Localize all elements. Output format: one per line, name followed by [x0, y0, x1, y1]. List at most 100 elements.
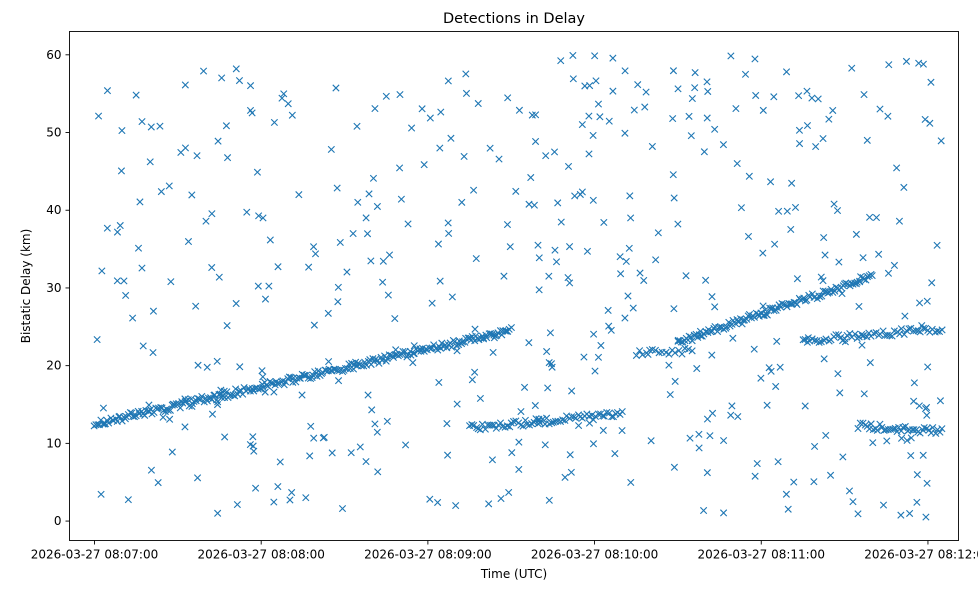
data-point: [860, 390, 868, 398]
data-point: [906, 509, 914, 518]
data-point: [571, 192, 579, 200]
data-point: [505, 488, 513, 496]
data-point: [763, 401, 771, 409]
data-point: [858, 332, 867, 340]
data-point: [688, 94, 696, 103]
x-tick-label: 2026-03-27 08:09:00: [364, 548, 491, 562]
data-point: [437, 108, 445, 116]
data-point: [783, 207, 791, 215]
data-point: [727, 52, 735, 60]
data-point: [551, 246, 559, 254]
data-point: [259, 373, 267, 381]
data-point: [776, 363, 784, 371]
data-point: [468, 376, 476, 384]
data-point: [486, 144, 494, 152]
data-point: [761, 306, 769, 314]
data-point: [567, 468, 575, 476]
data-point: [600, 218, 608, 227]
data-point: [274, 482, 282, 491]
data-point: [561, 416, 569, 425]
data-point: [772, 382, 780, 391]
data-point: [343, 268, 351, 276]
data-point: [695, 444, 703, 452]
data-point: [447, 134, 455, 142]
data-point: [325, 357, 333, 366]
data-point: [261, 295, 270, 303]
data-point: [897, 511, 905, 519]
data-point: [501, 327, 509, 335]
data-point: [251, 484, 260, 492]
data-point: [170, 401, 179, 409]
data-point: [469, 186, 478, 194]
data-point: [753, 459, 761, 468]
data-point: [525, 200, 533, 208]
data-point: [535, 416, 543, 425]
data-point: [534, 241, 542, 249]
data-point: [157, 188, 165, 196]
data-point: [118, 126, 126, 135]
data-point: [310, 434, 318, 442]
data-point: [926, 119, 934, 127]
data-point: [97, 490, 105, 498]
data-point: [565, 243, 574, 251]
data-point: [379, 278, 387, 286]
data-point: [495, 155, 503, 163]
data-point: [354, 198, 362, 206]
data-point: [284, 100, 292, 108]
data-point: [839, 453, 847, 461]
data-point: [630, 106, 638, 114]
data-point: [811, 442, 819, 451]
data-point: [626, 192, 634, 200]
data-point: [704, 87, 712, 96]
data-point: [181, 423, 189, 431]
data-point: [520, 383, 529, 391]
y-tick-label: 50: [46, 126, 61, 140]
data-point: [379, 257, 387, 265]
data-point: [691, 69, 699, 77]
data-point: [646, 346, 654, 354]
data-point: [193, 474, 202, 482]
data-point: [860, 90, 868, 99]
data-point: [795, 140, 804, 148]
data-point: [621, 129, 629, 137]
data-point: [927, 78, 935, 86]
data-point: [232, 299, 240, 308]
y-axis: 0 10 20 30 40 50 60: [46, 48, 70, 528]
data-point: [138, 264, 146, 272]
data-point: [793, 275, 802, 283]
data-point: [488, 421, 496, 429]
data-point: [913, 471, 921, 479]
x-tick-label: 2026-03-27 08:12:00: [864, 548, 978, 562]
data-point: [426, 495, 434, 503]
data-point: [236, 363, 244, 371]
data-point: [167, 278, 175, 286]
data-point: [557, 218, 565, 226]
data-point: [274, 263, 282, 271]
x-tick-label: 2026-03-27 08:07:00: [31, 548, 158, 562]
data-point: [759, 106, 767, 114]
data-point: [585, 419, 594, 427]
data-point: [136, 198, 144, 206]
data-point: [428, 299, 436, 307]
data-point: [103, 87, 112, 95]
data-point: [302, 494, 310, 502]
data-point: [122, 291, 130, 300]
data-point: [691, 84, 699, 92]
data-point: [253, 168, 262, 176]
data-point: [286, 496, 294, 504]
data-point: [920, 423, 928, 432]
data-point: [436, 144, 444, 152]
data-point: [671, 377, 679, 385]
data-point: [858, 341, 866, 349]
data-point: [215, 273, 223, 281]
data-point: [784, 505, 792, 513]
data-point: [671, 349, 679, 357]
data-point: [635, 347, 644, 355]
data-point: [353, 122, 361, 130]
data-point: [629, 304, 637, 312]
data-point: [715, 323, 723, 332]
data-point: [552, 258, 561, 266]
data-point: [258, 367, 266, 375]
y-axis-label: Bistatic Delay (km): [19, 229, 33, 344]
data-point: [528, 111, 536, 119]
